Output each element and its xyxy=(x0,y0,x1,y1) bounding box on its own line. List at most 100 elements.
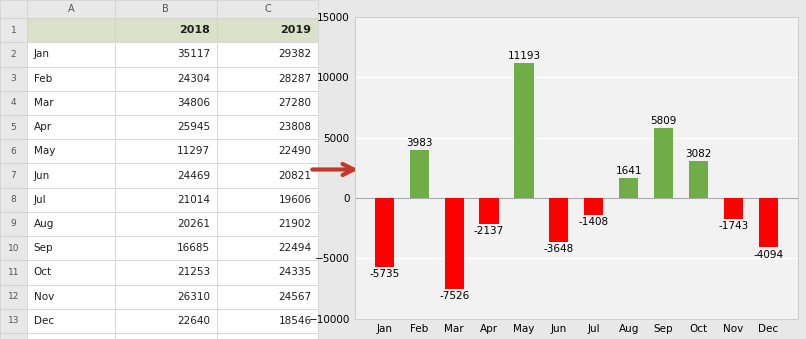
Text: 27280: 27280 xyxy=(278,98,311,108)
Bar xyxy=(115,66,217,91)
Bar xyxy=(217,212,318,236)
Text: -5735: -5735 xyxy=(369,270,400,279)
Text: 24567: 24567 xyxy=(278,292,311,302)
Bar xyxy=(115,260,217,284)
Bar xyxy=(115,309,217,333)
Text: 6: 6 xyxy=(10,147,16,156)
Text: 5: 5 xyxy=(10,123,16,132)
Bar xyxy=(654,128,673,198)
Bar xyxy=(619,178,638,198)
Text: 22494: 22494 xyxy=(278,243,311,253)
Text: 2019: 2019 xyxy=(280,25,311,35)
Bar xyxy=(217,91,318,115)
Text: 5809: 5809 xyxy=(650,116,677,126)
Text: 21253: 21253 xyxy=(177,267,210,277)
Text: -4094: -4094 xyxy=(753,250,783,260)
Bar xyxy=(0,139,27,163)
Bar xyxy=(115,236,217,260)
Text: 11: 11 xyxy=(8,268,19,277)
Text: 7: 7 xyxy=(10,171,16,180)
Text: 10: 10 xyxy=(8,244,19,253)
Bar xyxy=(445,198,463,289)
Text: 23808: 23808 xyxy=(278,122,311,132)
Bar xyxy=(514,63,534,198)
Text: -1743: -1743 xyxy=(718,221,749,231)
Bar xyxy=(27,42,115,66)
Bar xyxy=(27,188,115,212)
Bar xyxy=(217,236,318,260)
Text: Mar: Mar xyxy=(34,98,53,108)
Bar xyxy=(115,284,217,309)
Bar xyxy=(0,188,27,212)
Text: Dec: Dec xyxy=(34,316,54,326)
Text: -2137: -2137 xyxy=(474,226,505,236)
Text: 26310: 26310 xyxy=(177,292,210,302)
Bar xyxy=(217,115,318,139)
Text: 13: 13 xyxy=(8,316,19,325)
Bar xyxy=(0,18,27,42)
Bar xyxy=(115,0,217,18)
Bar xyxy=(0,260,27,284)
Bar xyxy=(27,91,115,115)
Text: 8: 8 xyxy=(10,195,16,204)
Bar xyxy=(27,333,115,339)
Text: C: C xyxy=(264,4,271,14)
Bar xyxy=(217,260,318,284)
Text: Sep: Sep xyxy=(34,243,53,253)
Bar xyxy=(217,66,318,91)
Text: 34806: 34806 xyxy=(177,98,210,108)
Text: 29382: 29382 xyxy=(278,49,311,59)
Bar xyxy=(217,0,318,18)
Text: -1408: -1408 xyxy=(579,217,609,227)
Bar xyxy=(0,66,27,91)
Text: 3: 3 xyxy=(10,74,16,83)
Text: 1641: 1641 xyxy=(615,166,642,176)
Text: Jun: Jun xyxy=(34,171,50,181)
Bar xyxy=(0,284,27,309)
Bar xyxy=(0,115,27,139)
Text: 12: 12 xyxy=(8,292,19,301)
Bar xyxy=(27,115,115,139)
Bar xyxy=(217,284,318,309)
Bar xyxy=(217,163,318,188)
Text: Apr: Apr xyxy=(34,122,52,132)
Text: 24469: 24469 xyxy=(177,171,210,181)
Bar xyxy=(584,198,604,215)
Text: 18546: 18546 xyxy=(278,316,311,326)
Bar xyxy=(217,309,318,333)
Text: 2: 2 xyxy=(10,50,16,59)
Text: -7526: -7526 xyxy=(439,291,469,301)
Text: 1: 1 xyxy=(10,26,16,35)
Text: 11193: 11193 xyxy=(508,51,541,61)
Text: -3648: -3648 xyxy=(544,244,574,254)
Bar xyxy=(27,0,115,18)
Bar xyxy=(0,236,27,260)
Bar xyxy=(115,91,217,115)
Bar xyxy=(217,42,318,66)
Bar xyxy=(27,309,115,333)
Text: 22490: 22490 xyxy=(278,146,311,156)
Text: May: May xyxy=(34,146,56,156)
Bar xyxy=(375,198,394,267)
Bar xyxy=(27,139,115,163)
Bar xyxy=(115,115,217,139)
Bar xyxy=(27,236,115,260)
Text: 21902: 21902 xyxy=(278,219,311,229)
Bar xyxy=(217,333,318,339)
Text: 22640: 22640 xyxy=(177,316,210,326)
Bar xyxy=(217,139,318,163)
Bar xyxy=(0,0,27,18)
Bar xyxy=(115,139,217,163)
Bar xyxy=(115,42,217,66)
Text: 3082: 3082 xyxy=(685,148,712,159)
Text: 4: 4 xyxy=(10,98,16,107)
Bar xyxy=(27,260,115,284)
Bar xyxy=(0,333,27,339)
Bar xyxy=(0,42,27,66)
Bar xyxy=(217,188,318,212)
Bar xyxy=(0,91,27,115)
Text: Jan: Jan xyxy=(34,49,50,59)
Text: 24304: 24304 xyxy=(177,74,210,84)
Text: 11297: 11297 xyxy=(177,146,210,156)
Text: B: B xyxy=(163,4,169,14)
